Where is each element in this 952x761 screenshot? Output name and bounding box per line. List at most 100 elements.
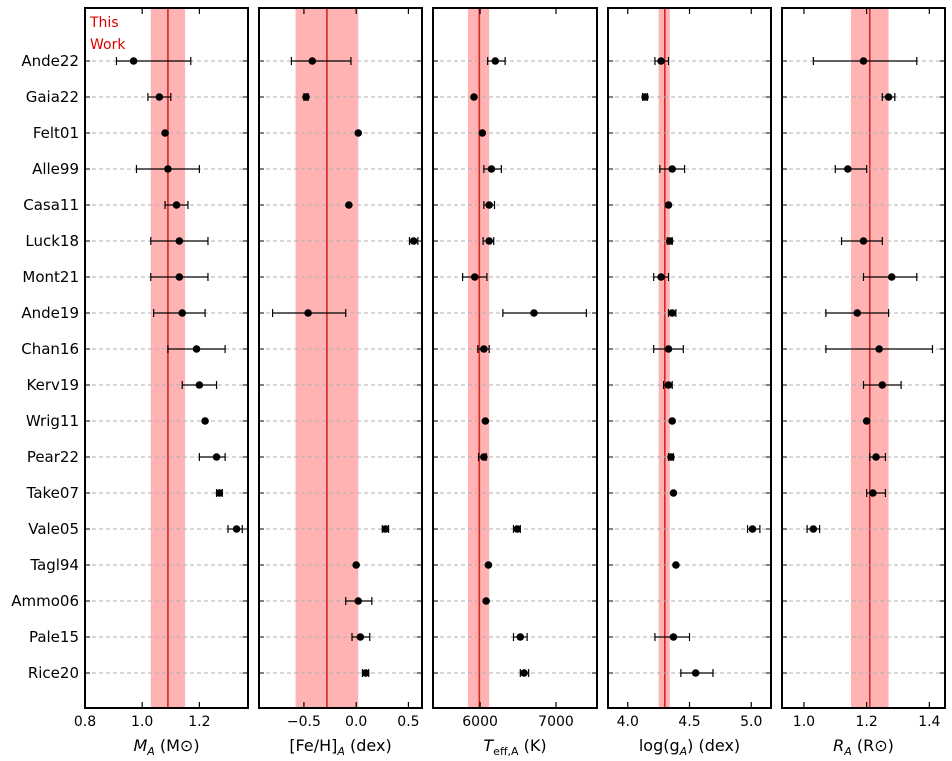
radius-xlabel: RA (R⊙) (833, 736, 894, 758)
panel-mass: 0.8 1.0 1.2 MA (M⊙) (74, 7, 249, 758)
metallicity-point-rice20 (361, 669, 370, 677)
panel-radius: 1.0 1.2 1.4 RA (R⊙) (781, 7, 946, 758)
teff-frame (432, 7, 598, 709)
logg-point-gaia22 (641, 93, 649, 101)
study-label-pear22: Pear22 (27, 448, 79, 466)
teff-point-alle99 (487, 165, 496, 173)
panel-metallicity: −0.5 0.0 0.5 [Fe/H]A (dex) (258, 7, 423, 758)
teff-point-gaia22 (470, 93, 478, 101)
study-label-kerv19: Kerv19 (27, 376, 79, 394)
mass-point-felt01 (161, 129, 169, 137)
mass-point-chan16 (192, 345, 201, 353)
study-label-pale15: Pale15 (29, 628, 79, 646)
mass-point-alle99 (164, 165, 172, 173)
radius-xtick-label: 1.4 (918, 714, 940, 730)
metallicity-point-casa11 (345, 201, 353, 209)
metallicity-xtick-label: −0.5 (287, 714, 321, 730)
study-label-luck18: Luck18 (25, 232, 79, 250)
teff-point-felt01 (478, 129, 487, 137)
mass-point-wrig11 (201, 417, 209, 425)
mass-point-casa11 (172, 201, 181, 209)
metallicity-xtick-label: 0.5 (397, 714, 419, 730)
metallicity-point-ammo06 (354, 597, 363, 605)
this-work-annotation: This Work (89, 15, 126, 53)
logg-point-alle99 (668, 165, 677, 173)
mass-xtick-label: 0.8 (74, 714, 96, 730)
teff-xlabel: Teff,A (K) (483, 736, 546, 758)
study-label-take07: Take07 (26, 484, 79, 502)
radius-point-kerv19 (878, 381, 887, 389)
logg-point-wrig11 (668, 417, 677, 425)
mass-point-gaia22 (155, 93, 164, 101)
logg-xtick-label: 4.5 (678, 714, 700, 730)
teff-point-casa11 (485, 201, 493, 209)
study-label-vale05: Vale05 (28, 520, 79, 538)
metallicity-point-felt01 (354, 129, 363, 137)
logg-point-casa11 (664, 201, 673, 209)
logg-point-luck18 (665, 237, 674, 245)
teff-point-rice20 (520, 669, 528, 677)
this-work-label-line2: Work (90, 37, 126, 53)
this-work-label-line1: This (89, 15, 119, 31)
teff-xtick-label: 6000 (462, 714, 498, 730)
logg-point-ande22 (657, 57, 665, 65)
logg-frame (607, 7, 772, 709)
radius-point-take07 (869, 489, 877, 497)
mass-point-pear22 (212, 453, 221, 461)
logg-point-vale05 (748, 525, 757, 533)
radius-point-luck18 (859, 237, 868, 245)
mass-point-ande19 (178, 309, 187, 317)
radius-xtick-label: 1.2 (856, 714, 878, 730)
mass-point-take07 (215, 489, 224, 497)
teff-point-pale15 (516, 633, 525, 641)
metallicity-point-luck18 (409, 237, 418, 245)
radius-xtick-label: 1.0 (793, 714, 815, 730)
radius-point-mont21 (887, 273, 896, 281)
radius-point-vale05 (809, 525, 818, 533)
radius-point-wrig11 (862, 417, 871, 425)
study-label-felt01: Felt01 (33, 124, 79, 142)
logg-xlabel: log(gA) (dex) (639, 736, 740, 758)
teff-point-ande22 (491, 57, 500, 65)
study-label-tagl94: Tagl94 (29, 556, 79, 574)
teff-point-chan16 (480, 345, 488, 353)
radius-point-ande22 (859, 57, 868, 65)
mass-point-ande22 (129, 57, 138, 65)
study-label-wrig11: Wrig11 (26, 412, 79, 430)
metallicity-point-ande19 (304, 309, 312, 317)
teff-point-pear22 (480, 453, 488, 461)
logg-point-tagl94 (672, 561, 680, 569)
study-label-ande19: Ande19 (21, 304, 79, 322)
metallicity-point-vale05 (381, 525, 390, 533)
study-label-ande22: Ande22 (21, 52, 79, 70)
radius-point-alle99 (844, 165, 852, 173)
study-label-chan16: Chan16 (21, 340, 79, 358)
mass-point-vale05 (232, 525, 241, 533)
logg-point-rice20 (691, 669, 700, 677)
metallicity-xtick-label: 0.0 (345, 714, 367, 730)
metallicity-point-tagl94 (352, 561, 360, 569)
logg-xtick-label: 4.0 (617, 714, 639, 730)
logg-point-pear22 (667, 453, 675, 461)
radius-point-gaia22 (884, 93, 893, 101)
logg-point-pale15 (669, 633, 678, 641)
metallicity-frame (258, 7, 423, 709)
radius-frame (781, 7, 946, 709)
logg-point-mont21 (657, 273, 665, 281)
teff-point-wrig11 (481, 417, 490, 425)
teff-point-vale05 (513, 525, 522, 533)
teff-point-mont21 (470, 273, 479, 281)
study-labels: Ande22 Gaia22 Felt01 Alle99 Casa11 Luck18 Mont… (11, 52, 79, 682)
mass-point-kerv19 (195, 381, 204, 389)
metallicity-xlabel: [Fe/H]A (dex) (289, 736, 391, 758)
study-label-casa11: Casa11 (23, 196, 79, 214)
radius-point-ande19 (853, 309, 862, 317)
logg-xtick-label: 5.0 (740, 714, 762, 730)
mass-xtick-label: 1.0 (131, 714, 153, 730)
teff-point-ande19 (530, 309, 538, 317)
logg-point-take07 (669, 489, 678, 497)
radius-point-chan16 (875, 345, 883, 353)
panel-teff: 6000 7000 Teff,A (K) (432, 7, 598, 758)
metallicity-point-ande22 (308, 57, 317, 65)
study-label-rice20: Rice20 (28, 664, 79, 682)
